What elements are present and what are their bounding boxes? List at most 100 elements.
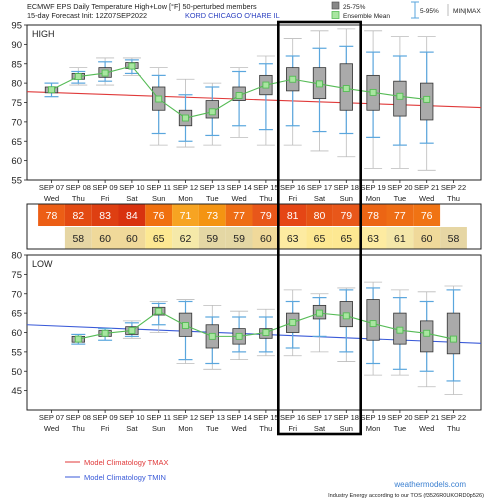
high-value-cell <box>279 204 307 226</box>
low-date-label: SEP 12 <box>173 413 198 422</box>
low-value-text: 63 <box>287 233 299 245</box>
high-value-cell <box>198 204 226 226</box>
high-value-text: 76 <box>153 210 165 222</box>
low-mean-marker <box>101 329 109 337</box>
low-date-label: SEP 10 <box>119 413 144 422</box>
high-ytick-label: 90 <box>11 40 22 51</box>
site-label[interactable]: weathermodels.com <box>393 480 466 489</box>
low-mean-marker <box>316 309 323 317</box>
low-value-text: 61 <box>394 233 406 245</box>
low-value-cell <box>225 227 253 249</box>
high-date-label: SEP 09 <box>92 183 117 192</box>
high-weekday-label: Sun <box>340 194 353 203</box>
high-value-cell <box>413 204 441 226</box>
high-weekday-label: Fri <box>101 194 110 203</box>
low-value-cell <box>118 227 146 249</box>
high-date-label: SEP 20 <box>387 183 412 192</box>
low-weekday-label: Fri <box>288 424 297 433</box>
low-iqr-box <box>366 299 380 341</box>
high-value-text: 83 <box>99 210 111 222</box>
high-date-label: SEP 16 <box>280 183 305 192</box>
high-mean-marker <box>74 73 82 80</box>
high-ytick-label: 65 <box>11 137 22 148</box>
low-weekday-label: Thu <box>447 424 460 433</box>
high-value-text: 81 <box>287 210 299 222</box>
high-ytick-label: 70 <box>11 117 22 128</box>
legend-box-swatch <box>331 1 340 10</box>
low-value-cell <box>413 227 441 249</box>
clim-tmin-legend-label: Model Climatology TMIN <box>84 473 166 482</box>
low-value-cell <box>279 227 307 249</box>
low-mean-marker <box>182 322 189 329</box>
low-weekday-label: Tue <box>206 424 219 433</box>
high-date-label: SEP 14 <box>226 183 251 192</box>
high-mean-marker <box>182 114 189 122</box>
high-weekday-label: Fri <box>288 194 297 203</box>
low-date-label: SEP 14 <box>226 413 251 422</box>
high-value-text: 76 <box>421 210 433 222</box>
low-date-label: SEP 21 <box>414 413 439 422</box>
low-value-cell <box>359 227 387 249</box>
low-weekday-label: Sat <box>126 424 138 433</box>
low-mean-marker <box>208 332 216 340</box>
high-value-text: 77 <box>233 210 245 222</box>
low-mean-marker <box>128 327 136 335</box>
high-mean-marker <box>208 108 216 116</box>
low-value-text: 65 <box>340 233 352 245</box>
low-value-text: 60 <box>99 233 111 245</box>
low-panel-frame <box>26 254 482 411</box>
high-value-text: 71 <box>180 210 192 222</box>
low-value-text: 58 <box>448 233 460 245</box>
low-value-text: 62 <box>180 233 192 245</box>
low-weekday-label: Thu <box>72 424 85 433</box>
low-value-text: 65 <box>314 233 326 245</box>
high-mean-marker <box>48 86 55 94</box>
high-value-text: 84 <box>126 210 138 222</box>
low-value-cell <box>172 227 199 249</box>
low-value-text: 60 <box>260 233 272 245</box>
high-weekday-label: Mon <box>178 194 193 203</box>
high-date-label: SEP 08 <box>66 183 91 192</box>
high-ytick-label: 80 <box>11 79 22 90</box>
low-value-text: 59 <box>233 233 245 245</box>
high-value-cell <box>91 204 119 226</box>
high-weekday-label: Mon <box>366 194 381 203</box>
highlight-frame <box>276 20 362 436</box>
high-mean-marker <box>369 88 377 96</box>
legend-mean-label: Ensemble Mean <box>343 13 390 20</box>
low-ytick-label: 70 <box>11 289 22 300</box>
low-mean-marker <box>396 326 404 334</box>
low-mean-marker <box>342 312 350 320</box>
high-mean-marker <box>342 85 350 93</box>
high-value-text: 80 <box>314 210 326 222</box>
low-value-cell <box>386 227 414 249</box>
low-mean-marker <box>369 320 377 328</box>
low-value-cell <box>198 227 226 249</box>
low-weekday-label: Sat <box>314 424 326 433</box>
high-value-cell <box>332 204 360 226</box>
high-value-cell <box>306 204 333 226</box>
high-value-cell <box>252 204 280 226</box>
high-date-label: SEP 10 <box>119 183 144 192</box>
clim-tmax-legend-label: Model Climatology TMAX <box>84 458 168 467</box>
low-value-text: 60 <box>126 233 138 245</box>
high-weekday-label: Sun <box>152 194 165 203</box>
low-value-cell <box>332 227 360 249</box>
low-iqr-box <box>446 312 461 355</box>
low-mean-marker <box>74 335 82 343</box>
low-value-text: 63 <box>367 233 379 245</box>
high-weekday-label: Thu <box>259 194 272 203</box>
low-weekday-label: Fri <box>101 424 110 433</box>
low-date-label: SEP 20 <box>387 413 412 422</box>
low-date-label: SEP 18 <box>334 413 359 422</box>
high-date-label: SEP 13 <box>200 183 225 192</box>
legend-mean-swatch <box>331 11 340 19</box>
high-value-text: 78 <box>46 210 58 222</box>
low-date-label: SEP 15 <box>253 413 278 422</box>
high-weekday-label: Thu <box>72 194 85 203</box>
high-value-cell <box>386 204 414 226</box>
high-value-cell <box>38 204 65 226</box>
high-date-label: SEP 21 <box>414 183 439 192</box>
high-mean-marker <box>289 75 297 83</box>
